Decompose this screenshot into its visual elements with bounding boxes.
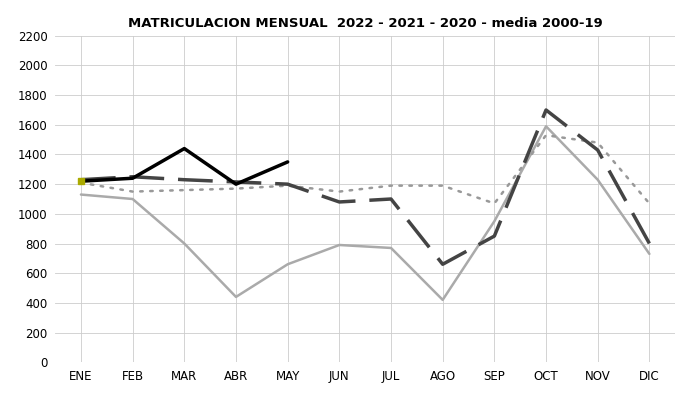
Title: MATRICULACION MENSUAL  2022 - 2021 - 2020 - media 2000-19: MATRICULACION MENSUAL 2022 - 2021 - 2020… <box>127 18 603 31</box>
